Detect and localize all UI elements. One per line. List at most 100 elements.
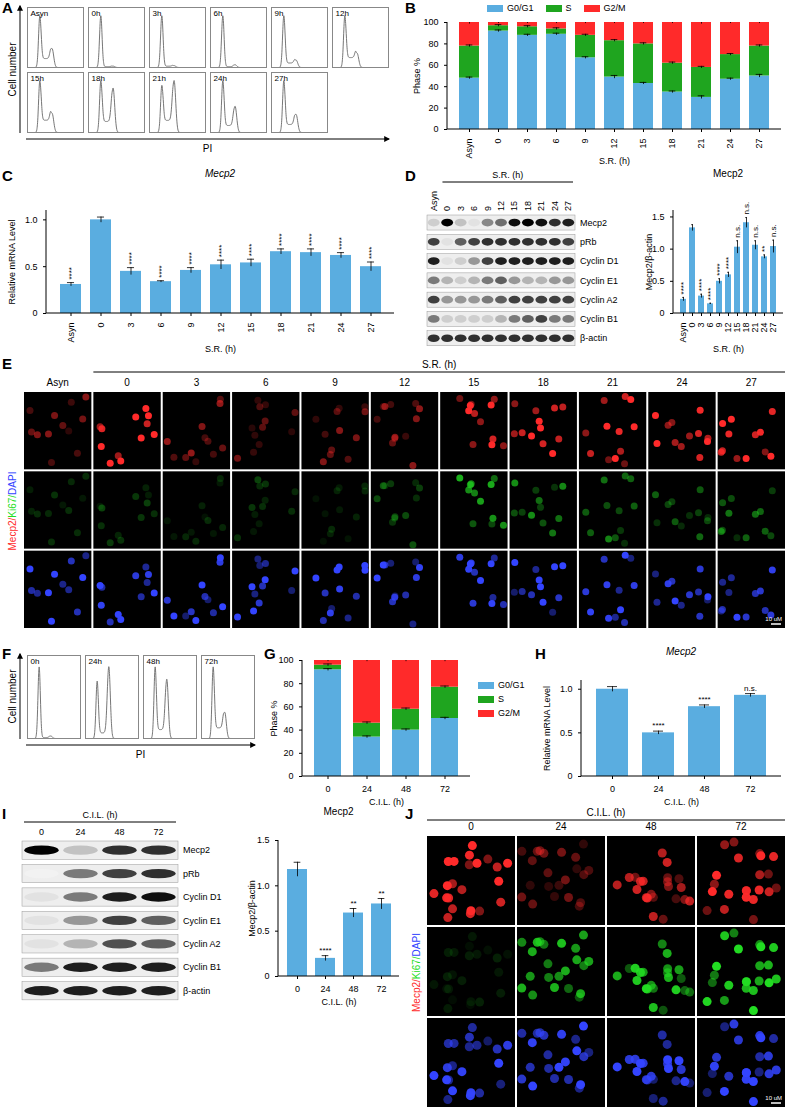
svg-text:6: 6 [469,206,479,211]
svg-text:0: 0 [288,771,293,781]
svg-text:3: 3 [194,377,200,388]
svg-text:C.I.L. (h): C.I.L. (h) [369,797,404,807]
svg-text:15: 15 [246,323,256,333]
svg-text:40: 40 [283,725,293,735]
svg-text:**: ** [378,889,384,898]
svg-text:0: 0 [295,984,300,994]
svg-text:****: **** [319,946,331,955]
svg-text:n.s.: n.s. [769,224,778,237]
svg-text:24: 24 [336,323,346,333]
svg-text:PI: PI [203,143,212,154]
svg-text:0: 0 [264,971,269,981]
svg-text:S.R. (h): S.R. (h) [713,344,744,354]
svg-text:18: 18 [523,201,533,211]
svg-text:0: 0 [39,827,44,837]
svg-text:****: **** [67,267,76,279]
svg-text:Cyclin D1: Cyclin D1 [580,256,619,266]
svg-text:Mecp2/β-actin: Mecp2/β-actin [644,234,654,291]
svg-text:β-actin: β-actin [580,333,607,343]
svg-text:Cyclin A2: Cyclin A2 [183,939,221,949]
svg-text:18: 18 [276,323,286,333]
svg-text:1.5: 1.5 [652,212,665,222]
svg-text:18: 18 [667,139,677,149]
svg-text:3h: 3h [153,9,162,18]
svg-text:Cell number: Cell number [7,42,18,97]
svg-text:n.s.: n.s. [744,684,757,693]
svg-text:9: 9 [483,206,493,211]
svg-text:15: 15 [468,377,480,388]
svg-text:60: 60 [283,702,293,712]
svg-text:20: 20 [428,103,438,113]
svg-text:9: 9 [332,377,338,388]
svg-text:27: 27 [768,323,778,333]
svg-text:72: 72 [153,827,163,837]
svg-text:Mecp2/β-actin: Mecp2/β-actin [247,880,257,937]
svg-text:24: 24 [550,201,560,211]
svg-text:pRb: pRb [183,869,200,879]
svg-text:****: **** [187,252,196,264]
svg-text:0: 0 [493,139,503,144]
svg-text:Asyn: Asyn [429,191,439,211]
svg-text:S.R. (h): S.R. (h) [492,170,523,180]
svg-text:3: 3 [522,139,532,144]
svg-text:****: **** [724,257,733,269]
svg-text:****: **** [652,721,664,730]
svg-text:21: 21 [696,139,706,149]
svg-text:Mecp2/Ki67/DAPI: Mecp2/Ki67/DAPI [411,933,422,1012]
svg-text:24: 24 [653,784,663,794]
svg-text:**: ** [350,899,356,908]
svg-text:6: 6 [156,323,166,328]
svg-text:0: 0 [433,124,438,134]
svg-text:24: 24 [320,984,330,994]
svg-text:27: 27 [746,377,758,388]
svg-text:pRb: pRb [580,237,597,247]
svg-text:****: **** [706,288,715,300]
svg-text:****: **** [307,233,316,245]
svg-text:Cyclin D1: Cyclin D1 [183,892,222,902]
svg-text:0: 0 [96,323,106,328]
svg-text:24: 24 [362,784,372,794]
svg-text:72: 72 [735,821,747,832]
svg-text:****: **** [277,233,286,245]
svg-text:24: 24 [676,377,688,388]
svg-text:9h: 9h [275,9,284,18]
svg-text:48: 48 [348,984,358,994]
svg-text:9: 9 [186,323,196,328]
svg-text:Mecp2: Mecp2 [580,218,607,228]
svg-text:0: 0 [32,308,37,318]
svg-text:Relative mRNA Level: Relative mRNA Level [542,686,552,771]
svg-text:****: **** [697,279,706,291]
svg-text:****: **** [698,695,710,704]
svg-text:n.s.: n.s. [733,225,742,238]
svg-text:1.5: 1.5 [257,835,270,845]
svg-text:Cell number: Cell number [7,669,18,724]
svg-text:72h: 72h [205,657,218,666]
svg-text:6: 6 [263,377,269,388]
svg-text:10 uM: 10 uM [765,1095,782,1101]
svg-text:Cyclin E1: Cyclin E1 [183,916,221,926]
svg-text:24: 24 [555,821,567,832]
svg-text:3: 3 [456,206,466,211]
svg-text:24h: 24h [89,657,102,666]
svg-text:48: 48 [699,784,709,794]
svg-text:****: **** [715,263,724,275]
svg-text:80: 80 [428,39,438,49]
svg-text:0.5: 0.5 [25,262,38,272]
svg-text:100: 100 [423,17,438,27]
svg-text:9: 9 [580,139,590,144]
svg-text:24: 24 [725,139,735,149]
svg-text:48: 48 [401,784,411,794]
svg-text:15h: 15h [31,74,44,83]
svg-text:18h: 18h [92,74,105,83]
svg-text:0: 0 [567,771,572,781]
svg-text:****: **** [367,247,376,259]
svg-text:60: 60 [428,60,438,70]
svg-text:12: 12 [496,201,506,211]
svg-text:12h: 12h [336,9,349,18]
svg-text:Cyclin B1: Cyclin B1 [183,962,221,972]
svg-text:****: **** [247,244,256,256]
svg-text:18: 18 [538,377,550,388]
svg-text:21: 21 [607,377,619,388]
svg-text:0: 0 [124,377,130,388]
svg-text:****: **** [679,282,688,294]
